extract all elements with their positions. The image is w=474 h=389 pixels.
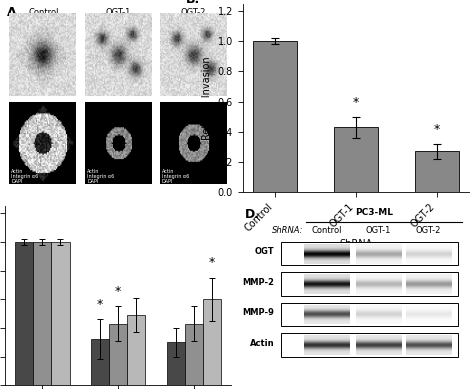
Text: *: * — [434, 123, 440, 136]
Text: Actin: Actin — [250, 338, 274, 348]
Bar — [415, 151, 459, 192]
Text: OGT-1: OGT-1 — [366, 226, 392, 235]
Text: *: * — [353, 96, 359, 109]
Text: OGT-2: OGT-2 — [180, 8, 206, 17]
Bar — [203, 299, 221, 385]
Bar — [109, 324, 127, 385]
Text: OGT-1: OGT-1 — [105, 8, 131, 17]
Bar — [127, 315, 146, 385]
Bar — [166, 342, 185, 385]
Text: *: * — [209, 256, 215, 269]
Bar — [51, 242, 70, 385]
Text: MMP-2: MMP-2 — [242, 278, 274, 287]
Bar — [185, 324, 203, 385]
Text: *: * — [115, 285, 121, 298]
Text: *: * — [97, 298, 103, 311]
Text: ShRNA:: ShRNA: — [272, 226, 304, 235]
Y-axis label: Relative Invasion: Relative Invasion — [202, 56, 212, 140]
Text: Control: Control — [28, 8, 58, 17]
Bar — [253, 42, 297, 192]
Text: OGT: OGT — [255, 247, 274, 256]
Text: D.: D. — [245, 208, 260, 221]
Text: MMP-9: MMP-9 — [243, 308, 274, 317]
Text: B.: B. — [186, 0, 201, 5]
Bar — [33, 242, 51, 385]
FancyBboxPatch shape — [281, 303, 458, 326]
Text: OGT-2: OGT-2 — [416, 226, 441, 235]
Bar — [15, 242, 33, 385]
FancyBboxPatch shape — [281, 333, 458, 356]
Bar — [91, 339, 109, 385]
X-axis label: ShRNA: ShRNA — [339, 239, 373, 249]
Text: PC3-ML: PC3-ML — [355, 208, 393, 217]
Text: Control: Control — [311, 226, 342, 235]
Bar — [334, 127, 378, 192]
FancyBboxPatch shape — [281, 242, 458, 265]
Text: A.: A. — [7, 6, 22, 19]
FancyBboxPatch shape — [281, 272, 458, 296]
